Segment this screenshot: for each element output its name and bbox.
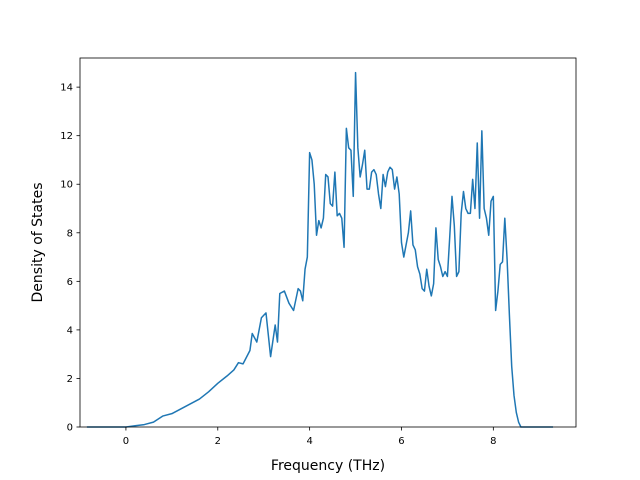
y-tick-label: 8 xyxy=(67,228,73,239)
y-tick-label: 0 xyxy=(67,423,73,434)
y-tick-label: 2 xyxy=(67,374,73,385)
plot-area xyxy=(86,71,554,428)
x-axis-ticks: 0 2 4 6 8 xyxy=(123,427,497,447)
x-tick-label: 8 xyxy=(490,436,496,447)
y-tick-label: 12 xyxy=(60,131,73,142)
y-tick-label: 4 xyxy=(67,325,73,336)
axes-frame xyxy=(79,57,577,428)
y-tick-label: 14 xyxy=(60,83,73,94)
x-tick-label: 4 xyxy=(306,436,312,447)
x-tick-label: 0 xyxy=(123,436,129,447)
dos-series-line-0 xyxy=(86,71,554,428)
x-tick-label: 2 xyxy=(215,436,221,447)
x-axis-label: Frequency (THz) xyxy=(271,458,385,474)
y-axis-label: Density of States xyxy=(30,183,46,303)
x-tick-label: 6 xyxy=(398,436,404,447)
y-axis-ticks: 0 2 4 6 8 10 12 14 xyxy=(60,83,80,434)
y-tick-label: 10 xyxy=(60,180,73,191)
y-tick-label: 6 xyxy=(67,277,73,288)
